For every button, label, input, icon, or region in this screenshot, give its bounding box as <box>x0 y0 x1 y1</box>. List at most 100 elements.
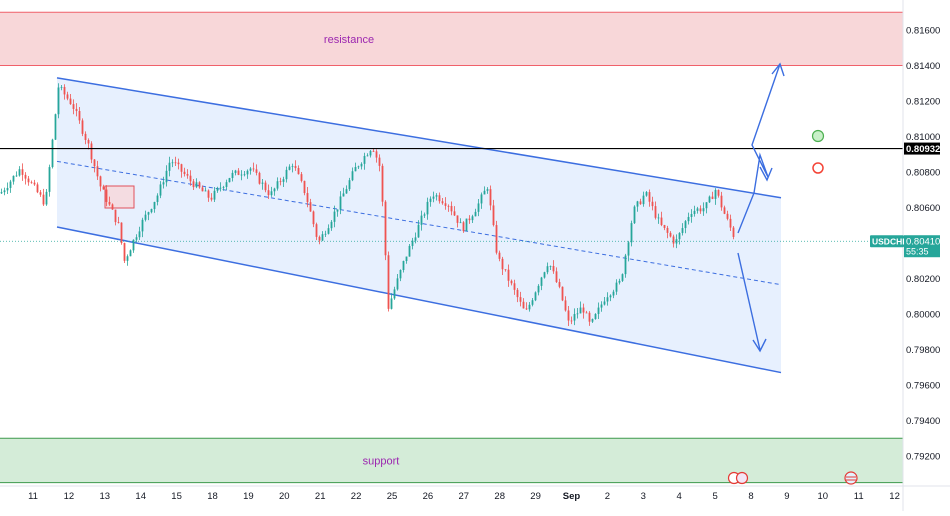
candle <box>411 237 414 250</box>
candle-body <box>456 215 459 223</box>
candle <box>420 210 423 231</box>
candle <box>183 167 186 177</box>
candle-body <box>510 280 513 284</box>
candle <box>468 215 471 224</box>
candle <box>696 206 699 214</box>
candle-body <box>498 252 501 259</box>
price-tick-label: 0.79800 <box>906 345 940 356</box>
candle-body <box>108 201 111 205</box>
candle <box>12 175 15 185</box>
candle <box>360 162 363 170</box>
candle-body <box>21 169 24 175</box>
candle-body <box>189 175 192 182</box>
candle <box>396 274 399 291</box>
candle-body <box>93 159 96 167</box>
candle <box>510 279 513 286</box>
candle-body <box>3 190 6 193</box>
candle-body <box>612 291 615 296</box>
candle <box>597 302 600 319</box>
candle <box>324 230 327 238</box>
candle-body <box>114 209 117 223</box>
candle-body <box>81 120 84 134</box>
candle-body <box>273 188 276 192</box>
candle-body <box>282 179 285 182</box>
candle-body <box>642 195 645 205</box>
candle <box>180 163 183 178</box>
candle-body <box>444 203 447 206</box>
candle-body <box>42 194 45 205</box>
time-tick-label: 26 <box>423 491 434 502</box>
candle-body <box>24 174 27 179</box>
candle-body <box>624 255 627 275</box>
candle <box>333 205 336 228</box>
candle-body <box>711 196 714 199</box>
candle <box>381 163 384 207</box>
time-tick-label: 19 <box>243 491 254 502</box>
candle <box>630 220 633 247</box>
candle-body <box>585 312 588 314</box>
candle-body <box>675 239 678 244</box>
candle-body <box>558 282 561 287</box>
candle-body <box>345 189 348 194</box>
candle-body <box>351 171 354 181</box>
candle-body <box>459 222 462 224</box>
candle-body <box>597 307 600 314</box>
candle-body <box>714 189 717 199</box>
candle-body <box>258 172 261 184</box>
candle-body <box>339 196 342 210</box>
candle-body <box>417 224 420 238</box>
time-tick-label: 11 <box>854 491 864 502</box>
candle <box>48 164 51 197</box>
candle-body <box>723 207 726 214</box>
candle <box>366 153 369 157</box>
candle-body <box>6 187 9 191</box>
candle <box>120 222 123 245</box>
candle <box>111 203 114 210</box>
candle-body <box>576 313 579 315</box>
candle <box>42 188 45 206</box>
candle-body <box>240 174 243 176</box>
candle-body <box>312 211 315 225</box>
candle <box>195 178 198 189</box>
candle <box>198 181 201 189</box>
candle-body <box>135 237 138 240</box>
symbol-badge-text: USDCHF <box>872 237 907 247</box>
candle <box>129 249 132 257</box>
candle-body <box>246 170 249 175</box>
candle <box>675 234 678 249</box>
candle-body <box>300 174 303 181</box>
candle <box>516 288 519 303</box>
candle-body <box>522 301 525 309</box>
candle <box>576 307 579 319</box>
candle <box>432 191 435 203</box>
candle <box>81 118 84 137</box>
candle-body <box>357 166 360 168</box>
candle-body <box>111 204 114 210</box>
candle-body <box>537 285 540 293</box>
candle <box>603 296 606 306</box>
time-tick-label: 27 <box>459 491 470 502</box>
candle <box>678 232 681 245</box>
candle-body <box>330 221 333 229</box>
candle-body <box>465 218 468 232</box>
candle <box>159 181 162 199</box>
candle <box>399 269 402 282</box>
candle <box>681 223 684 236</box>
candle-body <box>504 269 507 271</box>
candle-body <box>174 162 177 164</box>
candle <box>336 209 339 217</box>
candle <box>489 185 492 211</box>
zones-layer: resistance support <box>0 11 903 484</box>
candle-body <box>579 307 582 314</box>
candle-body <box>69 98 72 105</box>
candle <box>303 180 306 196</box>
candle <box>273 187 276 196</box>
price-tag <box>904 235 940 258</box>
candle <box>546 262 549 275</box>
candle <box>78 107 81 124</box>
candle <box>219 182 222 192</box>
candle <box>30 180 33 184</box>
candle-body <box>555 271 558 283</box>
